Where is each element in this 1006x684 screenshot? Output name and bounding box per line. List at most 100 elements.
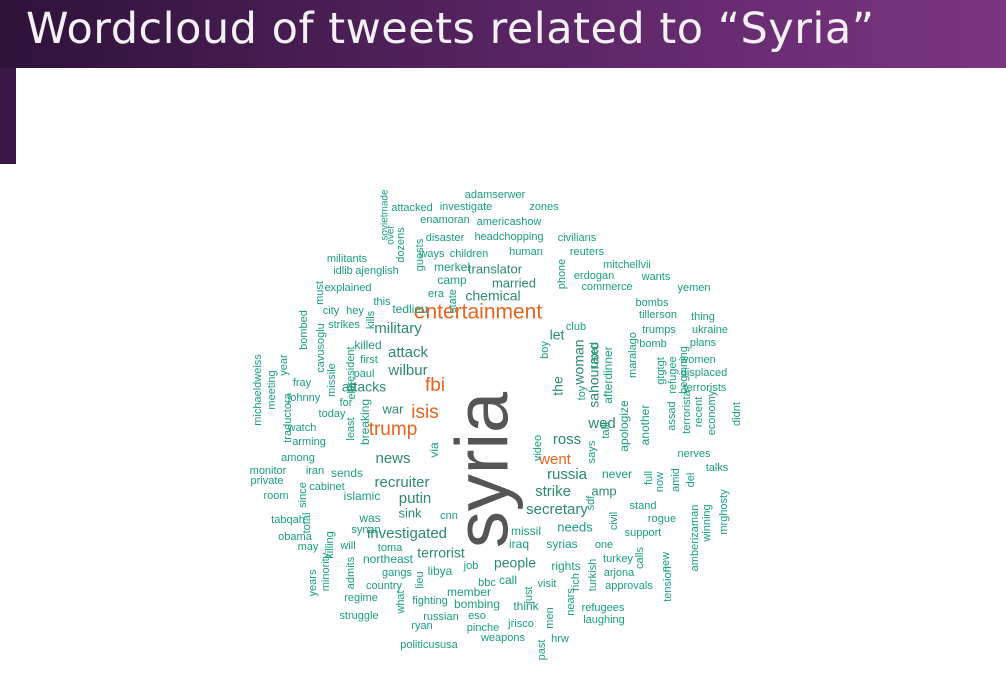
cloud-word-iraq: iraq — [509, 537, 529, 551]
cloud-word-think: think — [513, 599, 539, 613]
cloud-word-hrw: hrw — [551, 633, 569, 645]
cloud-word-attacked: attacked — [391, 202, 433, 214]
cloud-word-war: war — [382, 401, 405, 416]
cloud-word-nears: nears — [565, 588, 577, 616]
cloud-word-call: call — [499, 573, 517, 587]
cloud-word-nerves: nerves — [677, 448, 711, 460]
cloud-word-sink: sink — [398, 505, 422, 520]
cloud-word-hey: hey — [346, 305, 364, 317]
cloud-word-johnny: johnny — [287, 392, 321, 404]
cloud-word-missile: missile — [326, 363, 338, 397]
cloud-word-militants: militants — [327, 253, 368, 265]
cloud-word-camp: camp — [437, 273, 467, 287]
cloud-word-job: job — [463, 560, 479, 572]
cloud-word-merkel: merkel — [434, 260, 470, 274]
cloud-word-woman: woman — [571, 339, 587, 385]
cloud-word-admits: admits — [345, 556, 357, 589]
cloud-word-putin: putin — [399, 490, 432, 507]
cloud-word-libya: libya — [428, 564, 453, 578]
cloud-word-winning: winning — [701, 504, 713, 542]
cloud-word-ways: ways — [418, 248, 445, 260]
cloud-word-russia: russia — [547, 466, 588, 483]
cloud-word-says: says — [586, 440, 598, 463]
cloud-word-northeast: northeast — [363, 552, 414, 566]
cloud-word-via: via — [427, 442, 441, 458]
cloud-word-sovietmade: sovietmade — [380, 189, 391, 241]
cloud-word-ajenglish: ajenglish — [355, 265, 398, 277]
cloud-word-trumps: trumps — [642, 324, 676, 336]
cloud-word-city: city — [323, 305, 340, 317]
cloud-word-full: full — [643, 471, 655, 485]
cloud-word-was: was — [358, 511, 380, 525]
cloud-word-disaster: disaster — [426, 232, 465, 244]
cloud-word-sdf: sdf — [585, 495, 597, 511]
cloud-word-politicususa: politicususa — [400, 639, 458, 651]
cloud-word-ross: ross — [553, 431, 581, 448]
cloud-word-era: era — [428, 288, 445, 300]
wordcloud: syria entertainment fbi isis trump went milita… — [240, 170, 780, 670]
cloud-word-zones: zones — [529, 201, 559, 213]
cloud-word-now: now — [654, 472, 666, 492]
cloud-word-toma: toma — [378, 542, 403, 554]
cloud-word-first: first — [360, 354, 378, 366]
cloud-word-americashow: americashow — [477, 216, 542, 228]
cloud-word-russian: russian — [423, 611, 458, 623]
cloud-word-paul: paul — [354, 368, 375, 380]
cloud-word-recruiter: recruiter — [374, 474, 429, 491]
cloud-word-attack: attack — [388, 344, 429, 361]
cloud-word-isis: isis — [411, 402, 438, 423]
cloud-word-country: country — [366, 580, 403, 592]
cloud-word-mrghosty: mrghosty — [718, 489, 730, 535]
cloud-word-erdogan: erdogan — [574, 270, 614, 282]
cloud-word-secretary: secretary — [526, 501, 588, 518]
cloud-word-turkey: turkey — [603, 553, 633, 565]
cloud-word-terrorists: terrorists — [684, 382, 727, 394]
cloud-word-arming: arming — [292, 436, 326, 448]
cloud-word-must: must — [314, 281, 326, 305]
cloud-word-stand: stand — [630, 500, 657, 512]
cloud-word-tabqah: tabqah — [271, 514, 305, 526]
cloud-word-talks: talks — [706, 462, 729, 474]
cloud-word-this: this — [373, 296, 391, 308]
cloud-word-fighting: fighting — [412, 595, 447, 607]
cloud-word-terrorista: terrorista — [681, 389, 693, 433]
cloud-word-human: human — [509, 246, 543, 258]
cloud-word-wilbur: wilbur — [387, 362, 427, 379]
cloud-word-weapons: weapons — [480, 632, 526, 644]
cloud-word-ella: ella — [346, 382, 358, 400]
cloud-word-displaced: displaced — [681, 367, 727, 379]
cloud-word-tillerson: tillerson — [639, 309, 677, 321]
cloud-word-michaeldweiss: michaeldweiss — [252, 354, 264, 426]
cloud-word-reuters: reuters — [570, 246, 605, 258]
cloud-word-state: state — [447, 289, 459, 313]
cloud-word-dozens: dozens — [395, 227, 407, 263]
cloud-word-video: video — [532, 435, 544, 461]
cloud-word-will: will — [339, 540, 355, 552]
cloud-word-strikes: strikes — [328, 319, 360, 331]
cloud-word-women: women — [679, 354, 715, 366]
cloud-word-among: among — [281, 452, 315, 464]
cloud-word-wants: wants — [641, 271, 671, 283]
cloud-word-people: people — [494, 555, 536, 571]
cloud-word-tedlieu: tedlieu — [392, 302, 427, 316]
cloud-word-member: member — [447, 585, 491, 599]
cloud-word-ukraine: ukraine — [692, 324, 728, 336]
cloud-word-assad: assad — [666, 401, 678, 430]
cloud-word-turkish: turkish — [587, 559, 599, 591]
cloud-word-year: year — [278, 354, 290, 376]
cloud-word-iran: iran — [306, 465, 324, 477]
cloud-word-meeting: meeting — [266, 370, 278, 409]
cloud-word-maralago: maralago — [627, 332, 639, 378]
cloud-word-bombing: bombing — [454, 597, 500, 611]
cloud-word-rich: rich — [570, 573, 582, 591]
cloud-word-killing: killing — [324, 531, 336, 559]
cloud-word-new: new — [660, 552, 672, 572]
cloud-word-beginning: beginning — [678, 346, 690, 394]
cloud-word-may: may — [298, 541, 319, 553]
cloud-word-needs: needs — [557, 519, 593, 534]
cloud-word-since: since — [297, 482, 309, 508]
cloud-word-one: one — [595, 539, 613, 551]
cloud-word-terrorist: terrorist — [417, 545, 465, 561]
cloud-word-amberizaman: amberizaman — [689, 505, 701, 572]
cloud-word-del: del — [685, 473, 697, 488]
